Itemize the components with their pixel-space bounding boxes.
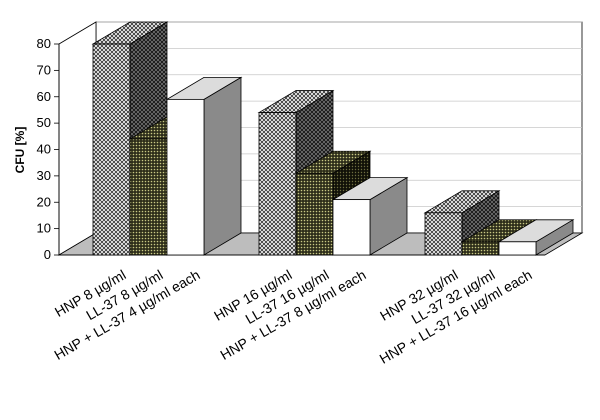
bar-front-face (424, 212, 463, 256)
y-tick-label: 40 (37, 142, 51, 157)
y-axis-ticks: 0 10 20 30 40 50 60 70 80 (37, 36, 59, 262)
y-tick-label: 30 (37, 168, 51, 183)
bar (497, 219, 575, 256)
bar-front-face (461, 241, 500, 256)
bar-front-face (498, 241, 537, 256)
bar-front-face (258, 112, 297, 256)
bar (331, 176, 409, 256)
bar-front-face (166, 98, 205, 256)
y-tick-label: 70 (37, 62, 51, 77)
bar-front-face (295, 172, 334, 256)
bar (423, 190, 501, 256)
y-tick-label: 80 (37, 36, 51, 51)
y-tick-label: 10 (37, 221, 51, 236)
side-wall (58, 21, 97, 256)
bar-front-face (332, 199, 371, 256)
y-tick-label: 0 (44, 247, 51, 262)
y-tick-label: 60 (37, 89, 51, 104)
bar-front-face (129, 138, 168, 256)
bar-side-face (203, 76, 242, 256)
y-tick-label: 20 (37, 194, 51, 209)
y-axis-title: CFU [%] (13, 127, 27, 174)
bar-front-face (92, 43, 131, 256)
bars (91, 21, 575, 256)
bar (165, 76, 243, 256)
y-tick-label: 50 (37, 115, 51, 130)
